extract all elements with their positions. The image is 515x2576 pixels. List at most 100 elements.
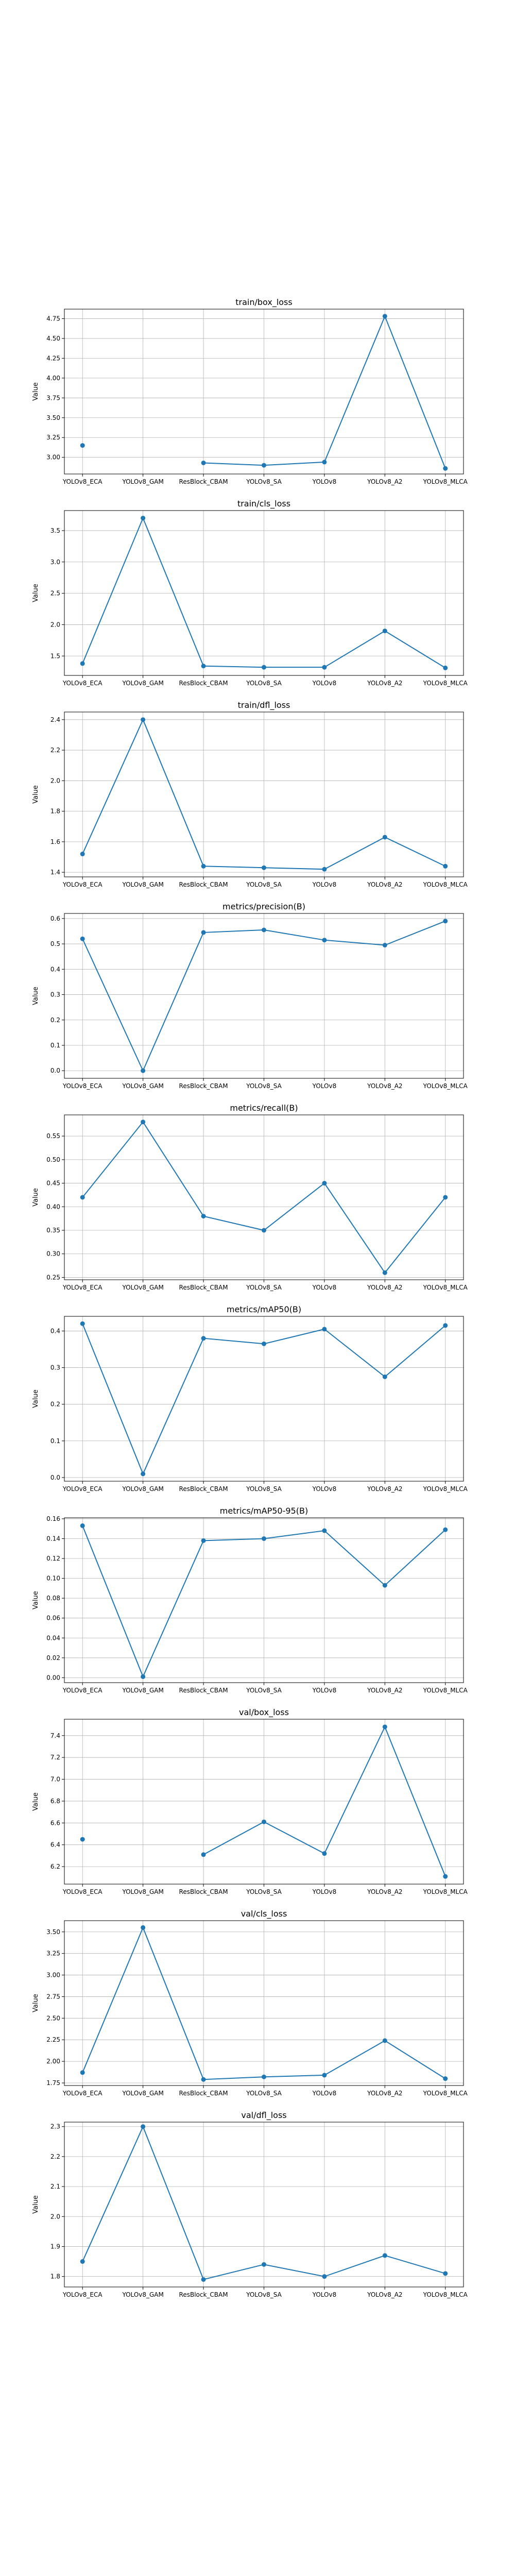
data-point: [443, 665, 448, 670]
x-tick-label: ResBlock_CBAM: [179, 1082, 228, 1090]
y-tick-label: 6.4: [50, 1841, 60, 1849]
y-tick-label: 0.14: [46, 1535, 60, 1542]
x-tick-label: YOLOv8_A2: [367, 1082, 402, 1090]
x-tick-label: YOLOv8_MLCA: [423, 1485, 468, 1493]
y-axis-label: Value: [32, 1591, 40, 1609]
x-tick-label: YOLOv8_A2: [367, 2291, 402, 2298]
y-axis-label: Value: [32, 1792, 40, 1811]
y-tick-label: 3.5: [50, 527, 60, 534]
x-tick-label: YOLOv8_A2: [367, 881, 402, 888]
y-tick-label: 0.5: [50, 940, 60, 947]
x-tick-label: YOLOv8: [312, 1082, 337, 1090]
chart-title: metrics/mAP50-95(B): [220, 1506, 308, 1516]
x-tick-label: YOLOv8_SA: [246, 680, 282, 687]
data-point: [80, 1321, 85, 1326]
x-tick-label: YOLOv8: [312, 478, 337, 485]
y-tick-label: 0.1: [50, 1437, 60, 1445]
data-point: [80, 852, 85, 857]
y-tick-label: 1.6: [50, 838, 60, 845]
x-tick-label: YOLOv8_ECA: [62, 1687, 103, 1694]
y-tick-label: 2.1: [50, 2183, 60, 2190]
data-point: [201, 2077, 206, 2082]
chart-panel: train/dfl_loss 1.4 1.6 1.8 2.0 2.2 2.4 YOLOv8_E…: [32, 700, 468, 888]
y-tick-label: 1.4: [50, 869, 60, 876]
y-tick-label: 4.75: [46, 315, 60, 322]
y-tick-label: 0.25: [46, 1274, 60, 1281]
chart-panel: val/box_loss 6.2 6.4 6.6 6.8 7.0 7.2 7.4 YOLOv8_…: [32, 1707, 468, 1895]
x-tick-label: YOLOv8_GAM: [122, 680, 163, 687]
x-tick-label: YOLOv8_GAM: [122, 881, 163, 888]
data-point: [443, 1874, 448, 1879]
data-point: [382, 314, 387, 319]
x-tick-label: ResBlock_CBAM: [179, 2090, 228, 2097]
chart-title: train/box_loss: [235, 297, 292, 308]
y-axis-label: Value: [32, 382, 40, 401]
y-axis-label: Value: [32, 1389, 40, 1408]
data-point: [201, 2277, 206, 2282]
y-tick-label: 1.8: [50, 2273, 60, 2280]
y-tick-label: 0.0: [50, 1067, 60, 1074]
data-point: [201, 1336, 206, 1341]
x-tick-label: YOLOv8: [312, 1485, 337, 1493]
y-tick-label: 0.16: [46, 1515, 60, 1522]
y-axis-label: Value: [32, 987, 40, 1005]
x-tick-label: ResBlock_CBAM: [179, 478, 228, 485]
axes-frame: [64, 1316, 464, 1482]
data-point: [201, 1538, 206, 1543]
data-point: [262, 1341, 266, 1346]
y-tick-label: 7.2: [50, 1754, 60, 1761]
x-tick-label: ResBlock_CBAM: [179, 1687, 228, 1694]
y-tick-label: 4.00: [46, 375, 60, 382]
data-point: [80, 936, 85, 941]
chart-panel: metrics/mAP50(B) 0.0 0.1 0.2 0.3 0.4 YOLOv8_EC…: [32, 1304, 468, 1493]
x-tick-label: YOLOv8_ECA: [62, 680, 103, 687]
data-point: [80, 1837, 85, 1842]
x-tick-label: YOLOv8_ECA: [62, 1888, 103, 1895]
data-point: [201, 1214, 206, 1219]
x-tick-label: YOLOv8_GAM: [122, 478, 163, 485]
x-tick-label: ResBlock_CBAM: [179, 1888, 228, 1895]
y-tick-label: 0.50: [46, 1156, 60, 1163]
axes-frame: [64, 1719, 464, 1885]
chart-title: val/box_loss: [239, 1707, 289, 1718]
chart-panel: metrics/mAP50-95(B) 0.00 0.02 0.04 0.06 0.08 0…: [32, 1506, 468, 1694]
data-point: [262, 927, 266, 933]
data-point: [80, 443, 85, 448]
data-point: [322, 2073, 327, 2078]
y-tick-label: 3.00: [46, 1972, 60, 1979]
data-point: [322, 665, 327, 670]
y-tick-label: 0.1: [50, 1042, 60, 1049]
chart-title: metrics/recall(B): [230, 1103, 298, 1113]
axes-frame: [64, 1920, 464, 2086]
x-tick-label: YOLOv8_SA: [246, 2090, 282, 2097]
data-point: [262, 1536, 266, 1541]
chart-title: train/dfl_loss: [238, 700, 290, 710]
axes-frame: [64, 2122, 464, 2287]
y-tick-label: 0.04: [46, 1634, 60, 1641]
y-tick-label: 0.45: [46, 1180, 60, 1187]
x-tick-label: YOLOv8: [312, 2090, 337, 2097]
data-point: [322, 938, 327, 943]
x-tick-label: YOLOv8_ECA: [62, 1485, 103, 1493]
data-point: [382, 943, 387, 948]
y-tick-label: 2.2: [50, 747, 60, 754]
y-tick-label: 2.50: [46, 2014, 60, 2022]
data-point: [382, 835, 387, 840]
y-axis-label: Value: [32, 785, 40, 804]
x-tick-label: YOLOv8: [312, 2291, 337, 2298]
data-point: [201, 1852, 206, 1857]
data-point: [443, 1527, 448, 1532]
x-tick-label: YOLOv8_GAM: [122, 1888, 163, 1895]
data-point: [322, 2274, 327, 2279]
x-tick-label: YOLOv8_SA: [246, 881, 282, 888]
y-tick-label: 0.02: [46, 1654, 60, 1662]
x-tick-label: YOLOv8_MLCA: [423, 1284, 468, 1291]
axes-frame: [64, 1517, 464, 1683]
data-point: [322, 460, 327, 465]
chart-title: train/cls_loss: [237, 499, 290, 509]
chart-title: metrics/precision(B): [222, 902, 305, 911]
chart-title: val/dfl_loss: [241, 2110, 286, 2121]
axes-frame: [64, 510, 464, 676]
y-tick-label: 7.0: [50, 1776, 60, 1783]
x-tick-label: YOLOv8_SA: [246, 1888, 282, 1895]
